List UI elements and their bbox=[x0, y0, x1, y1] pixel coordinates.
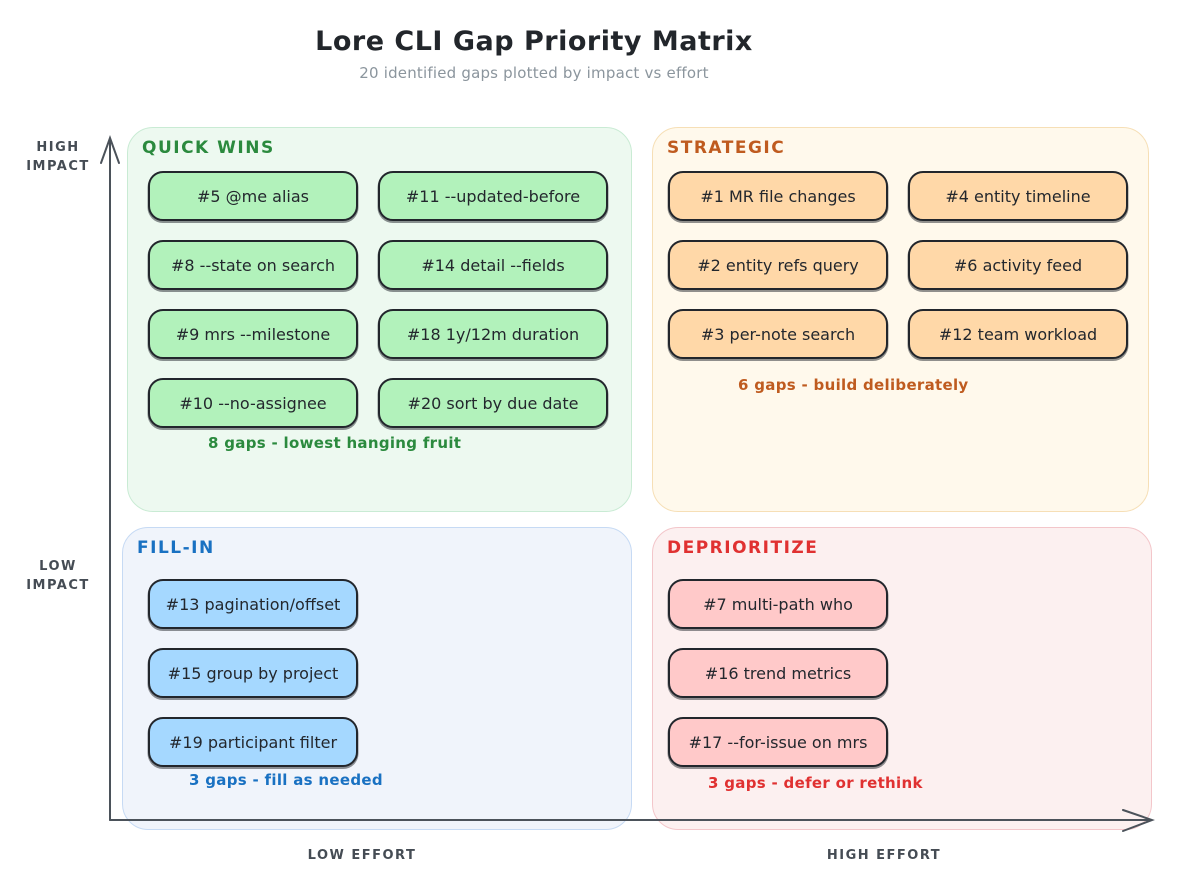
quadrant-title: DEPRIORITIZE bbox=[667, 538, 819, 558]
quadrant-strategic: STRATEGIC #1 MR file changes #4 entity t… bbox=[652, 127, 1149, 512]
gap-pill: #1 MR file changes bbox=[668, 171, 888, 221]
quadrant-caption: 3 gaps - fill as needed bbox=[189, 771, 383, 789]
gap-pill: #13 pagination/offset bbox=[148, 579, 358, 629]
quadrant-title: QUICK WINS bbox=[142, 138, 275, 158]
gap-pill: #2 entity refs query bbox=[668, 240, 888, 290]
page-title: Lore CLI Gap Priority Matrix bbox=[315, 26, 753, 57]
quadrant-caption: 6 gaps - build deliberately bbox=[738, 376, 969, 394]
gap-pill: #3 per-note search bbox=[668, 309, 888, 359]
gap-pill: #7 multi-path who bbox=[668, 579, 888, 629]
quadrant-caption: 3 gaps - defer or rethink bbox=[708, 774, 923, 792]
quadrant-title: STRATEGIC bbox=[667, 138, 786, 158]
gap-pill-grid: #5 @me alias #11 --updated-before #8 --s… bbox=[148, 171, 608, 428]
gap-pill: #6 activity feed bbox=[908, 240, 1128, 290]
gap-pill: #10 --no-assignee bbox=[148, 378, 358, 428]
quadrant-deprioritize: DEPRIORITIZE #7 multi-path who #16 trend… bbox=[652, 527, 1152, 830]
quadrant-fill-in: FILL-IN #13 pagination/offset #15 group … bbox=[122, 527, 632, 830]
gap-pill-grid: #1 MR file changes #4 entity timeline #2… bbox=[668, 171, 1128, 359]
y-axis-high-label: HIGH IMPACT bbox=[26, 140, 90, 174]
quadrant-title: FILL-IN bbox=[137, 538, 215, 558]
gap-pill: #9 mrs --milestone bbox=[148, 309, 358, 359]
quadrant-quick-wins: QUICK WINS #5 @me alias #11 --updated-be… bbox=[127, 127, 632, 512]
gap-pill: #12 team workload bbox=[908, 309, 1128, 359]
gap-pill: #11 --updated-before bbox=[378, 171, 608, 221]
page-subtitle: 20 identified gaps plotted by impact vs … bbox=[359, 64, 709, 82]
gap-pill: #18 1y/12m duration bbox=[378, 309, 608, 359]
gap-pill-grid: #7 multi-path who #16 trend metrics #17 … bbox=[668, 579, 888, 767]
y-axis-low-label: LOW IMPACT bbox=[26, 559, 90, 593]
gap-pill: #19 participant filter bbox=[148, 717, 358, 767]
y-axis-arrowhead bbox=[100, 135, 120, 164]
gap-pill: #20 sort by due date bbox=[378, 378, 608, 428]
gap-pill: #16 trend metrics bbox=[668, 648, 888, 698]
gap-pill-grid: #13 pagination/offset #15 group by proje… bbox=[148, 579, 358, 767]
quadrant-caption: 8 gaps - lowest hanging fruit bbox=[208, 434, 462, 452]
gap-pill: #15 group by project bbox=[148, 648, 358, 698]
x-axis-low-label: LOW EFFORT bbox=[307, 848, 417, 863]
gap-pill: #4 entity timeline bbox=[908, 171, 1128, 221]
x-axis-high-label: HIGH EFFORT bbox=[826, 848, 942, 863]
gap-pill: #14 detail --fields bbox=[378, 240, 608, 290]
gap-pill: #8 --state on search bbox=[148, 240, 358, 290]
gap-pill: #5 @me alias bbox=[148, 171, 358, 221]
gap-pill: #17 --for-issue on mrs bbox=[668, 717, 888, 767]
